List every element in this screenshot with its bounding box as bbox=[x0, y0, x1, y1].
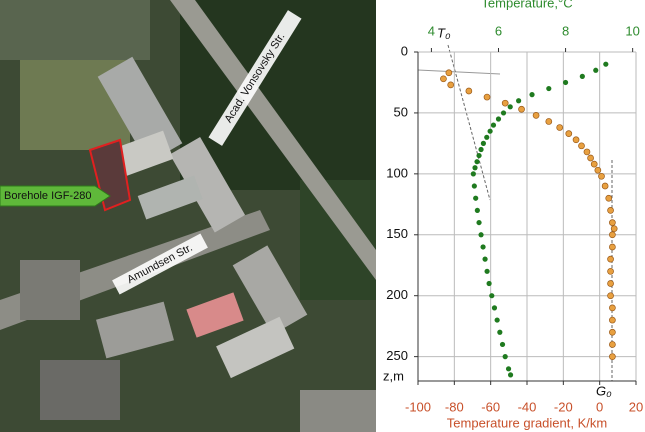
x-tick-label: 0 bbox=[596, 399, 603, 414]
point bbox=[608, 293, 614, 299]
point bbox=[608, 207, 614, 213]
point bbox=[448, 82, 454, 88]
y-tick-label: 150 bbox=[386, 226, 408, 241]
point bbox=[481, 141, 486, 146]
point bbox=[516, 98, 521, 103]
x-tick-label: -60 bbox=[481, 399, 500, 414]
point bbox=[609, 317, 615, 323]
borehole-label: Borehole IGF-280 bbox=[4, 190, 91, 202]
x2-tick-label: 8 bbox=[562, 23, 569, 38]
point bbox=[566, 131, 572, 137]
point bbox=[573, 137, 579, 143]
point bbox=[496, 116, 501, 121]
point bbox=[506, 366, 511, 371]
x-axis-label: Temperature gradient, K/km bbox=[447, 415, 607, 430]
point bbox=[611, 226, 617, 232]
y-tick-label: 50 bbox=[394, 104, 408, 119]
point bbox=[473, 196, 478, 201]
page: Acad. Vonsovsky Str. Borehole IGF-280 Am… bbox=[0, 0, 645, 432]
point bbox=[484, 94, 490, 100]
x-tick-label: -40 bbox=[518, 399, 537, 414]
annotation: T₀ bbox=[437, 25, 451, 40]
point bbox=[488, 129, 493, 134]
point bbox=[533, 112, 539, 118]
point bbox=[500, 342, 505, 347]
x2-axis-label: Temperature,°C bbox=[481, 0, 572, 10]
point bbox=[606, 195, 612, 201]
point bbox=[501, 110, 506, 115]
point bbox=[563, 80, 568, 85]
y-axis-label: z,m bbox=[383, 368, 404, 383]
trend-line bbox=[418, 70, 500, 74]
x-tick-label: 20 bbox=[629, 399, 643, 414]
point bbox=[608, 256, 614, 262]
point bbox=[608, 268, 614, 274]
point bbox=[484, 135, 489, 140]
point bbox=[609, 244, 615, 250]
point bbox=[580, 74, 585, 79]
point bbox=[602, 183, 608, 189]
point bbox=[472, 165, 477, 170]
point bbox=[466, 88, 472, 94]
point bbox=[508, 372, 513, 377]
point bbox=[609, 305, 615, 311]
point bbox=[476, 153, 481, 158]
x2-tick-label: 10 bbox=[625, 23, 639, 38]
x-tick-label: -20 bbox=[554, 399, 573, 414]
point bbox=[502, 100, 508, 106]
point bbox=[593, 68, 598, 73]
point bbox=[482, 257, 487, 262]
point bbox=[609, 354, 615, 360]
point bbox=[595, 167, 601, 173]
point bbox=[503, 354, 508, 359]
y-tick-label: 0 bbox=[401, 43, 408, 58]
point bbox=[497, 330, 502, 335]
y-tick-label: 250 bbox=[386, 348, 408, 363]
point bbox=[487, 281, 492, 286]
point bbox=[476, 220, 481, 225]
point bbox=[609, 341, 615, 347]
point bbox=[579, 143, 585, 149]
point bbox=[546, 86, 551, 91]
satellite-image: Acad. Vonsovsky Str. Borehole IGF-280 Am… bbox=[0, 0, 376, 432]
x-tick-label: -100 bbox=[405, 399, 431, 414]
point bbox=[591, 161, 597, 167]
point bbox=[489, 293, 494, 298]
point bbox=[546, 118, 552, 124]
point bbox=[480, 244, 485, 249]
point bbox=[519, 106, 525, 112]
point bbox=[492, 305, 497, 310]
point bbox=[609, 329, 615, 335]
point bbox=[478, 232, 483, 237]
point bbox=[588, 155, 594, 161]
point bbox=[478, 147, 483, 152]
point bbox=[440, 76, 446, 82]
y-tick-label: 200 bbox=[386, 287, 408, 302]
chart: 0 50 100 150 200 250 -100 -80 -60 -40 -20 0 20 4 6 8 10 T… bbox=[383, 0, 643, 430]
point bbox=[471, 171, 476, 176]
x2-tick-label: 6 bbox=[495, 23, 502, 38]
point bbox=[495, 317, 500, 322]
point bbox=[608, 281, 614, 287]
point bbox=[484, 269, 489, 274]
x2-tick-label: 4 bbox=[428, 23, 435, 38]
point bbox=[529, 92, 534, 97]
point bbox=[609, 220, 615, 226]
point bbox=[446, 70, 452, 76]
annotation: G₀ bbox=[596, 383, 612, 398]
point bbox=[508, 104, 513, 109]
point bbox=[584, 149, 590, 155]
point bbox=[609, 232, 615, 238]
point bbox=[598, 173, 604, 179]
point bbox=[603, 62, 608, 67]
point bbox=[475, 208, 480, 213]
point bbox=[557, 125, 563, 131]
x-tick-label: -80 bbox=[445, 399, 464, 414]
point bbox=[474, 159, 479, 164]
point bbox=[472, 183, 477, 188]
point bbox=[491, 123, 496, 128]
y-tick-label: 100 bbox=[386, 165, 408, 180]
